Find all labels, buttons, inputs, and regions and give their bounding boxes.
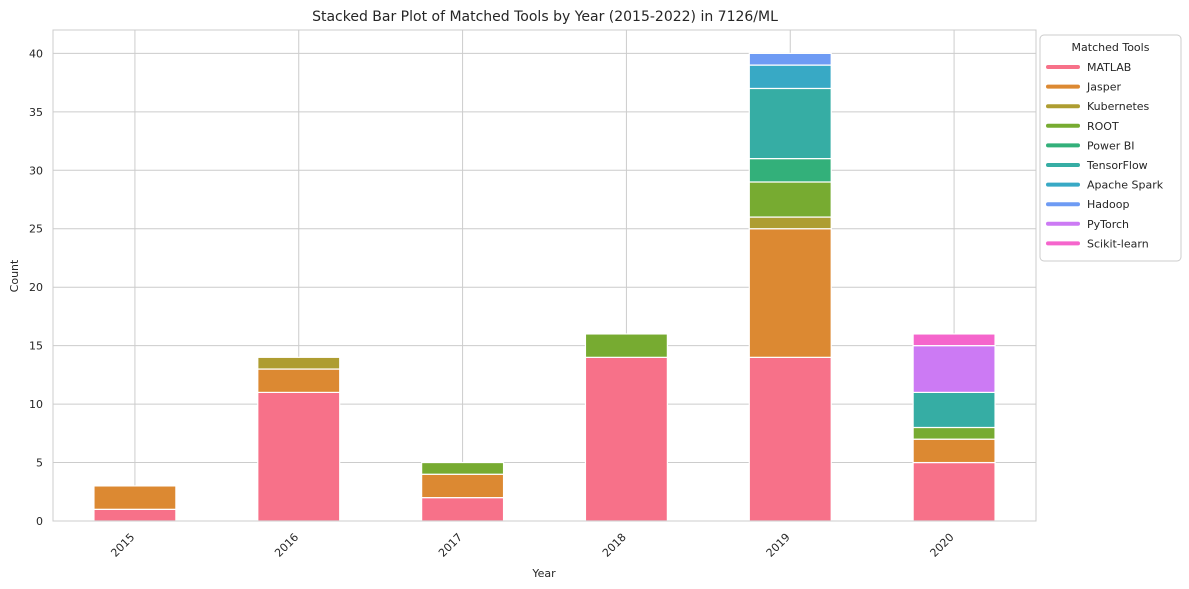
bars [93,52,996,522]
legend-entry: ROOT [1087,120,1119,133]
legend-entry: Hadoop [1087,198,1129,211]
x-tick-label: 2015 [108,531,137,560]
bar-segment-2019-apache-spark [748,64,832,90]
bar-segment-2019-jasper [748,228,832,358]
legend-entry: Power BI [1087,139,1135,152]
y-tick-label: 25 [29,223,43,236]
legend-title: Matched Tools [1072,41,1150,54]
grid [53,30,1036,522]
legend-entry: PyTorch [1087,218,1129,231]
legend-entry: TensorFlow [1086,159,1148,172]
x-tick-label: 2020 [928,531,957,560]
y-tick-label: 40 [29,47,43,60]
x-tick-label: 2018 [600,531,629,560]
bar-segment-2020-pytorch [912,345,996,394]
x-tick-label: 2016 [272,531,301,560]
bar-segment-2017-root [421,461,505,475]
x-tick-label: 2019 [764,531,793,560]
x-ticks: 2015 2016 2017 2018 2019 2020 [108,531,956,560]
bar-segment-2016-kubernetes [257,356,341,370]
bar-segment-2020-matlab [912,461,996,522]
y-tick-label: 0 [36,515,43,528]
bar-segment-2017-matlab [421,497,505,522]
bar-segment-2018-matlab [584,356,668,522]
axes [52,29,1037,522]
y-tick-label: 30 [29,164,43,177]
y-axis-label: Count [8,259,21,292]
bar-segment-2019-root [748,181,832,218]
legend-entry: MATLAB [1087,61,1131,74]
x-tick-label: 2017 [436,531,465,560]
bar-segment-2019-kubernetes [748,216,832,230]
bar-segment-2020-jasper [912,438,996,464]
legend-entry: Scikit-learn [1087,237,1149,250]
chart-title: Stacked Bar Plot of Matched Tools by Yea… [312,9,778,25]
bar-segment-2015-jasper [93,485,177,510]
y-tick-label: 5 [36,457,43,470]
legend: Matched Tools MATLAB Jasper Kubernetes ROOT P… [1039,34,1182,262]
bar-segment-2020-root [912,426,996,440]
bar-segment-2016-jasper [257,368,341,394]
bar-segment-2017-jasper [421,473,505,499]
bar-segment-2019-matlab [748,356,832,522]
bar-segment-2018-root [584,333,668,358]
bar-segment-2015-matlab [93,508,177,522]
bar-segment-2020-scikit-learn [912,333,996,347]
y-tick-label: 15 [29,340,43,353]
legend-entry: Apache Spark [1087,179,1164,192]
x-axis-label: Year [531,567,556,580]
y-tick-label: 35 [29,106,43,119]
legend-entry: Kubernetes [1087,100,1150,113]
y-ticks: 0 5 10 15 20 25 30 35 40 [29,47,43,528]
y-tick-label: 20 [29,281,43,294]
bar-segment-2019-power-bi [748,157,832,183]
bar-segment-2019-hadoop [748,52,832,66]
legend-entry: Jasper [1086,81,1121,94]
bar-segment-2020-tensorflow [912,391,996,429]
plot-frame [52,29,1037,522]
bar-segment-2019-tensorflow [748,87,832,160]
y-tick-label: 10 [29,398,43,411]
bar-segment-2016-matlab [257,391,341,522]
